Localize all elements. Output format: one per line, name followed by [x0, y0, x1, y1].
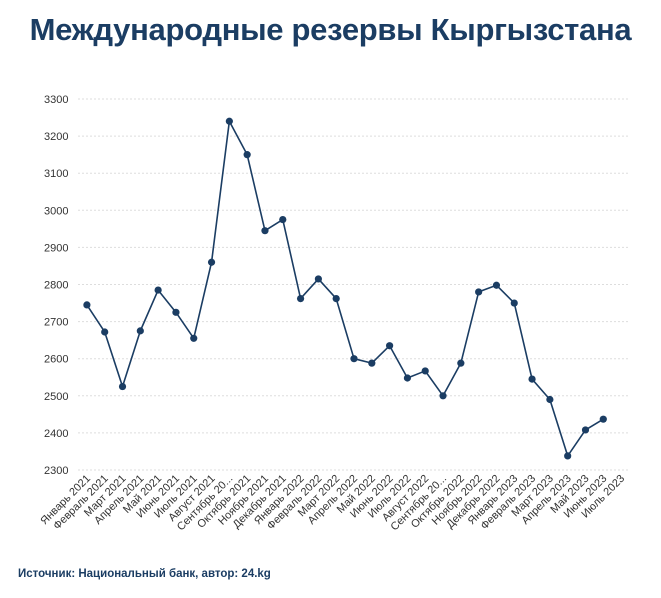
data-point: [510, 299, 518, 307]
data-point: [279, 215, 287, 224]
data-point: [296, 294, 305, 303]
y-tick-label: 3300: [44, 94, 68, 106]
y-tick-label: 2400: [44, 428, 68, 440]
data-point: [243, 151, 251, 159]
data-point: [386, 342, 394, 350]
data-point: [314, 275, 322, 283]
data-point: [421, 367, 429, 375]
series-line-group: [86, 120, 604, 457]
data-point: [207, 258, 216, 266]
data-point: [261, 227, 269, 235]
data-point: [350, 355, 358, 363]
data-point: [190, 334, 198, 342]
data-point: [332, 294, 340, 303]
y-tick-label: 2500: [44, 391, 68, 403]
data-point: [475, 288, 483, 296]
data-point: [403, 374, 412, 382]
y-tick-label: 3000: [44, 205, 68, 217]
data-point: [492, 281, 501, 289]
data-point: [581, 426, 590, 434]
data-point: [368, 359, 376, 367]
data-point: [599, 415, 607, 423]
data-point: [118, 382, 127, 391]
series-line: [86, 120, 604, 457]
data-point: [225, 117, 233, 125]
data-point: [528, 375, 536, 383]
y-tick-label: 2900: [44, 242, 68, 254]
y-axis-ticks: 2300 2400 2500 2600 2700 2800 2900 3000 3100 3200…: [44, 94, 68, 477]
data-point: [154, 286, 162, 294]
data-point: [457, 359, 465, 367]
chart-title: Международные резервы Кыргызстана: [29, 12, 632, 47]
data-point: [101, 328, 109, 336]
y-tick-label: 2700: [44, 317, 68, 329]
data-points: [83, 117, 607, 460]
y-tick-label: 2800: [44, 280, 68, 292]
data-point: [439, 392, 447, 400]
y-tick-label: 3100: [44, 168, 68, 180]
gridlines: [78, 98, 630, 471]
y-tick-label: 3200: [44, 131, 68, 143]
y-tick-label: 2600: [44, 354, 68, 366]
y-tick-label: 2300: [44, 465, 68, 477]
data-point: [83, 301, 91, 309]
data-point: [564, 452, 572, 460]
data-point: [172, 308, 180, 316]
data-point: [546, 395, 554, 404]
data-point: [136, 327, 144, 335]
source-caption: Источник: Национальный банк, автор: 24.k…: [18, 568, 271, 580]
